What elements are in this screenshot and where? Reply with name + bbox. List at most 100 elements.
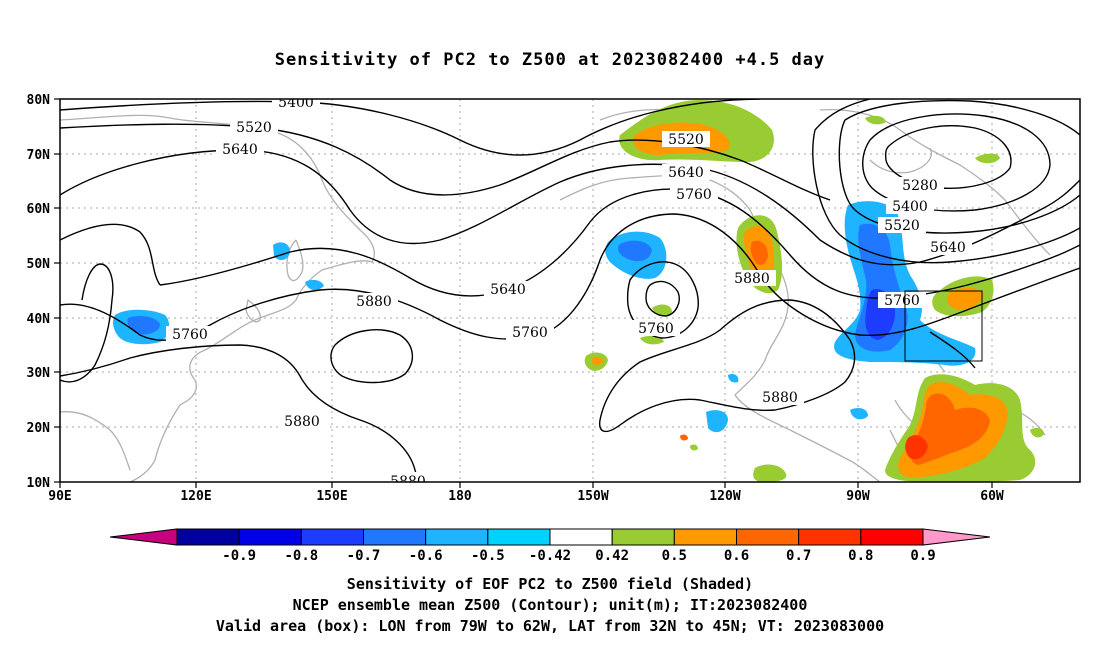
positive-region-small-green [652, 304, 672, 316]
svg-text:5760: 5760 [884, 293, 920, 309]
negative-region-northeast-pacific-core [618, 240, 652, 262]
contour-label: 5880 [384, 472, 432, 482]
negative-region-mexico [728, 373, 739, 383]
colorbar-tick-label: -0.5 [471, 548, 505, 564]
lat-label: 60N [27, 202, 51, 217]
colorbar-tick-label: -0.7 [347, 548, 381, 564]
contour-label: 5640 [484, 281, 532, 298]
svg-text:5640: 5640 [930, 240, 966, 256]
lat-label: 10N [27, 476, 51, 491]
contour-label: 5880 [350, 293, 398, 310]
colorbar-tick-label: -0.9 [222, 548, 256, 564]
contour-label: 5400 [272, 95, 320, 111]
contour-label: 5760 [632, 320, 680, 337]
colorbar-segment [798, 528, 862, 546]
lon-label: 150W [577, 489, 608, 504]
positive-region-tropical-atlantic-deep [910, 393, 990, 465]
contour-5880-east [598, 299, 856, 433]
contour-label: 5880 [728, 270, 776, 287]
colorbar-segment [549, 528, 613, 546]
svg-text:5640: 5640 [222, 142, 258, 158]
lon-label: 90W [846, 489, 870, 504]
lat-label: 30N [27, 366, 51, 381]
negative-region-kamchatka [305, 279, 324, 291]
contour-5760-main [60, 213, 1080, 341]
contour-label: 5520 [878, 217, 926, 234]
contour-labels: 5400 5520 5640 5280 5400 5520 5640 5640 … [166, 95, 972, 482]
contour-label: 5640 [662, 164, 710, 181]
colorbar-segment [487, 528, 551, 546]
negative-region-caribbean [850, 408, 868, 420]
colorbar-tick-label: -0.8 [284, 548, 318, 564]
negative-region-japan [273, 242, 290, 261]
contour-label: 5520 [230, 119, 278, 136]
positive-region-arctic [865, 115, 886, 125]
contour-5760-north [60, 223, 161, 286]
contour-5760-tail [929, 331, 976, 369]
lon-label: 150E [316, 489, 347, 504]
svg-text:5520: 5520 [884, 218, 920, 234]
svg-text:5280: 5280 [902, 178, 938, 194]
caption-line-3: Valid area (box): LON from 79W to 62W, L… [215, 617, 885, 635]
plot-frame [59, 98, 1081, 483]
colorbar-segment [611, 528, 675, 546]
positive-region-west-canada-deep [750, 240, 768, 265]
colorbar-tick-label: 0.6 [724, 548, 749, 564]
svg-text:5640: 5640 [490, 282, 526, 298]
z500-contours [60, 99, 1080, 482]
colorbar-segment [425, 528, 489, 546]
contour-5760-low [626, 261, 699, 339]
contour-label: 5760 [506, 324, 554, 341]
svg-text:5400: 5400 [892, 199, 928, 215]
colorbar-segment [238, 528, 302, 546]
lat-label: 50N [27, 257, 51, 272]
longitude-labels: 90E 120E 150E 180 150W 120W 90W 60W [48, 489, 1004, 504]
lat-label: 40N [27, 312, 51, 327]
contour-5280-closed [884, 125, 1012, 190]
lon-label: 120W [709, 489, 740, 504]
svg-text:5400: 5400 [278, 95, 314, 111]
positive-region-labrador [975, 153, 1000, 164]
sensitivity-map: 5400 5520 5640 5280 5400 5520 5640 5640 … [27, 93, 1081, 564]
contour-5640-north [60, 149, 1080, 266]
svg-text:5880: 5880 [284, 414, 320, 430]
colorbar: -0.9 -0.8 -0.7 -0.6 -0.5 -0.42 0.42 0.5 0.6 0.7 0.… [109, 528, 991, 564]
contour-5880-west [60, 344, 417, 482]
colorbar-triangle-high [922, 528, 991, 546]
colorbar-tick-label: -0.42 [529, 548, 571, 564]
colorbar-triangle-low [109, 528, 178, 546]
contour-label: 5280 [896, 177, 944, 194]
contour-5400-north [60, 99, 761, 156]
svg-text:5520: 5520 [668, 132, 704, 148]
negative-region-gulf [706, 410, 728, 433]
colorbar-segment [860, 528, 924, 546]
lon-label: 180 [448, 489, 472, 504]
colorbar-segment [363, 528, 427, 546]
negative-region-west-pacific-core [127, 316, 160, 335]
contour-label: 5880 [278, 413, 326, 430]
contour-label: 5640 [924, 239, 972, 256]
svg-text:5880: 5880 [762, 390, 798, 406]
colorbar-segment [673, 528, 737, 546]
colorbar-segment [736, 528, 800, 546]
svg-text:5640: 5640 [668, 165, 704, 181]
contour-label: 5760 [878, 292, 926, 309]
positive-region-mexico-dot [680, 434, 688, 441]
contour-label: 5760 [670, 186, 718, 203]
contour-label: 5640 [216, 141, 264, 158]
colorbar-tick-label: 0.5 [662, 548, 687, 564]
colorbar-segment [300, 528, 365, 546]
caption-line-1: Sensitivity of EOF PC2 to Z500 field (Sh… [346, 575, 754, 593]
svg-text:5760: 5760 [512, 325, 548, 341]
contour-5760-lobe [60, 263, 114, 383]
positive-region-tropical-atlantic-red [905, 435, 928, 460]
lat-label: 80N [27, 93, 51, 108]
caption: Sensitivity of EOF PC2 to Z500 field (Sh… [0, 574, 1100, 637]
valid-area-box [904, 290, 983, 362]
colorbar-tick-label: 0.7 [786, 548, 811, 564]
svg-text:5880: 5880 [356, 294, 392, 310]
lon-label: 90E [48, 489, 71, 504]
tick-marks [54, 98, 993, 488]
positive-region-yucatan [753, 464, 787, 482]
caption-line-2: NCEP ensemble mean Z500 (Contour); unit(… [292, 596, 808, 614]
